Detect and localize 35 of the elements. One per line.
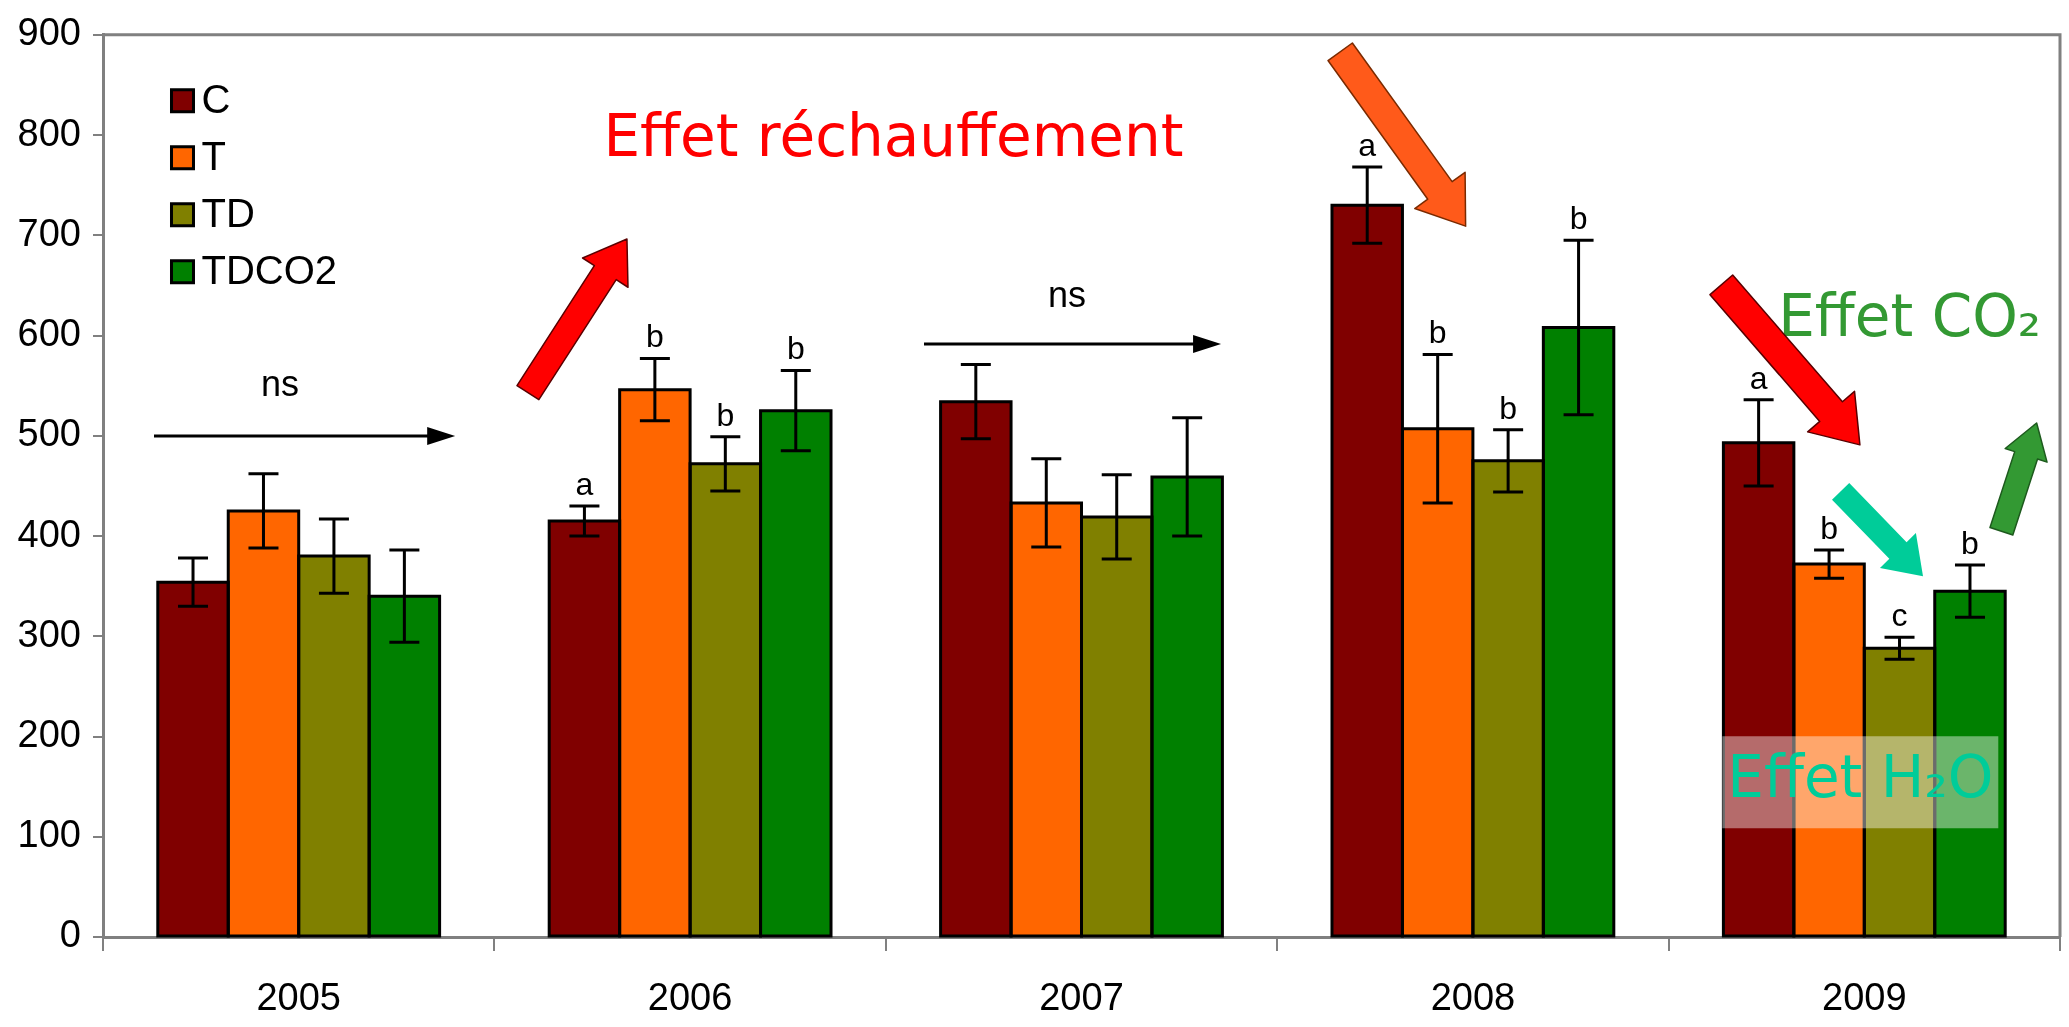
annotation: ns [260, 363, 299, 405]
annotation: ns [1048, 273, 1087, 315]
y-tick-label: 100 [17, 813, 81, 856]
y-tick-label: 500 [17, 412, 81, 455]
y-tick-label: 600 [17, 312, 81, 355]
x-tick-label: 2008 [1430, 976, 1516, 1019]
y-tick-label: 900 [17, 11, 81, 54]
annotation: Effet CO₂ [1778, 281, 2042, 350]
y-tick-label: 700 [17, 211, 81, 254]
y-tick-label: 800 [17, 111, 81, 154]
legend-label: TD [201, 190, 255, 235]
data-label: b [786, 330, 805, 367]
data-label: b [1428, 314, 1447, 351]
data-label: c [1891, 597, 1908, 634]
y-tick-label: 200 [17, 713, 81, 755]
data-label: b [1499, 389, 1518, 426]
y-tick-label: 400 [17, 512, 81, 555]
legend-label: TDCO2 [201, 247, 338, 292]
x-tick-label: 2007 [1039, 976, 1124, 1019]
x-tick-label: 2009 [1822, 976, 1907, 1019]
annotation: Effet réchauffement [603, 102, 1184, 171]
y-tick-label: 0 [59, 913, 81, 956]
data-label: a [1749, 359, 1768, 396]
data-label: b [1569, 200, 1588, 237]
data-label: a [1358, 126, 1377, 163]
data-label: b [645, 318, 664, 355]
data-label: a [575, 465, 594, 502]
x-tick-label: 2005 [256, 976, 341, 1019]
data-label: b [716, 396, 735, 433]
legend-label: C [201, 76, 231, 121]
data-label: b [1961, 524, 1979, 561]
data-label: b [1820, 509, 1838, 546]
legend-label: T [201, 133, 226, 178]
x-tick-label: 2006 [647, 976, 733, 1019]
y-tick-label: 300 [17, 612, 81, 655]
